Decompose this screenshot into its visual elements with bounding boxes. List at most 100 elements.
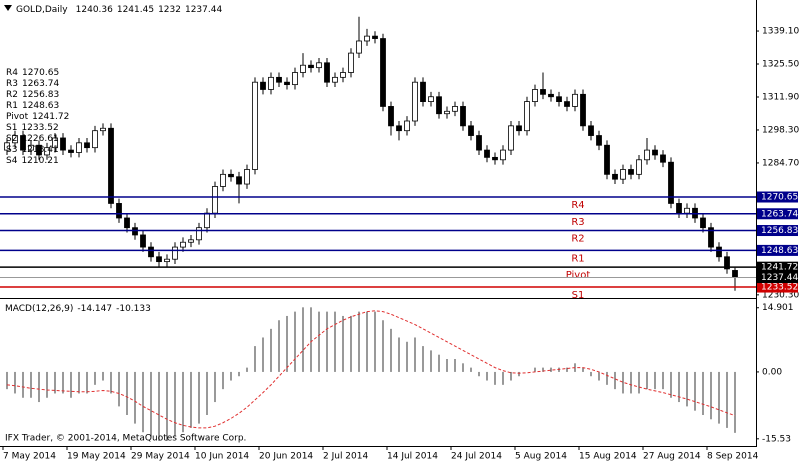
- candle-body: [324, 62, 330, 83]
- candle-body: [540, 89, 546, 95]
- candle-body: [700, 217, 706, 229]
- candle-body: [196, 227, 202, 241]
- legend-value: 1218.41: [21, 145, 58, 155]
- candle-body: [604, 144, 610, 175]
- level-badge: [757, 281, 798, 293]
- level-badge-value: 1233.52: [761, 283, 798, 293]
- legend-name: R1: [6, 101, 18, 111]
- candle-body: [156, 256, 162, 263]
- candle-body: [396, 125, 402, 132]
- candle-body: [684, 207, 690, 214]
- candle-body: [612, 173, 618, 180]
- candle-body: [388, 106, 394, 127]
- level-badge: [757, 261, 798, 273]
- legend-name: S1: [6, 123, 17, 133]
- candle-body: [268, 76, 274, 90]
- candle-body: [372, 35, 378, 39]
- candle-body: [468, 125, 474, 136]
- candle-body: [20, 135, 26, 151]
- candle-body: [164, 258, 170, 263]
- candle-body: [676, 203, 682, 214]
- candle-body: [484, 149, 490, 158]
- level-label: Pivot: [566, 270, 591, 281]
- candle-body: [452, 106, 458, 112]
- candle-body: [44, 147, 50, 156]
- legend-entry: R2 1256.83: [6, 90, 59, 100]
- candle-body: [508, 125, 514, 151]
- candle-body: [492, 156, 498, 161]
- candle-body: [364, 35, 370, 42]
- candle-body: [548, 93, 554, 98]
- candle-body: [332, 76, 338, 83]
- candle-body: [716, 246, 722, 258]
- candle-body: [84, 142, 90, 149]
- candle-body: [212, 186, 218, 214]
- y-tick-label: 1339.10: [762, 27, 799, 37]
- candle-body: [308, 64, 314, 69]
- legend-value: 1263.74: [22, 79, 59, 89]
- candle-body: [316, 62, 322, 69]
- level-badge-value: 1241.72: [761, 263, 798, 273]
- price-badge: [757, 272, 798, 284]
- y-tick-label: 1230.30: [762, 290, 799, 300]
- level-badge: [757, 191, 798, 203]
- header-ohlc: 1240.36: [76, 5, 113, 15]
- level-label: R1: [571, 253, 584, 264]
- candle-body: [340, 72, 346, 78]
- candle-body: [188, 239, 194, 243]
- legend-value: 1210.21: [21, 156, 58, 166]
- collapse-icon[interactable]: [4, 5, 12, 11]
- level-badge-value: 1270.65: [761, 193, 798, 203]
- candle-body: [12, 135, 18, 144]
- legend-name: R2: [6, 90, 18, 100]
- candle-body: [404, 120, 410, 132]
- candle-body: [524, 101, 530, 132]
- x-tick-label: 7 May 2014: [3, 452, 56, 462]
- level-badge-value: 1248.63: [761, 246, 798, 256]
- legend-name: S2: [6, 134, 17, 144]
- price-badge-value: 1237.44: [761, 273, 798, 283]
- candle-body: [36, 144, 42, 156]
- macd-title: MACD(12,26,9): [5, 304, 73, 314]
- candle-body: [4, 142, 10, 151]
- candle-body: [636, 159, 642, 175]
- level-badge-value: 1256.83: [761, 226, 798, 236]
- level-label: R3: [571, 217, 584, 228]
- candle-body: [108, 127, 114, 204]
- candle-body: [620, 169, 626, 180]
- chart-header: GOLD,Daily 1240.36 1241.45 1232 1237.44: [16, 5, 222, 15]
- x-tick-label: 27 Aug 2014: [643, 452, 701, 462]
- y-tick-label: 1298.30: [762, 125, 799, 135]
- candle-body: [580, 93, 586, 127]
- header-ohlc: 1237.44: [185, 5, 222, 15]
- legend-entry: S2 1226.61: [6, 134, 59, 144]
- candle-body: [516, 125, 522, 132]
- candle-body: [244, 169, 250, 185]
- legend-name: Pivot: [6, 112, 29, 122]
- legend-name: S4: [6, 156, 18, 166]
- level-badge-value: 1263.74: [761, 209, 798, 219]
- level-badge: [757, 225, 798, 237]
- level-label: R4: [571, 200, 584, 211]
- candle-body: [132, 227, 138, 236]
- y-tick-label: 14.901: [762, 303, 794, 313]
- candle-body: [116, 203, 122, 219]
- candle-body: [68, 149, 74, 153]
- x-tick-label: 8 Sep 2014: [707, 452, 759, 462]
- legend-name: S3: [6, 145, 17, 155]
- candle-body: [148, 246, 154, 258]
- y-tick-label: 1311.90: [762, 92, 799, 102]
- candle-body: [420, 81, 426, 102]
- signal-value: -10.133: [116, 304, 151, 314]
- candle-body: [724, 256, 730, 270]
- legend-entry: R1 1248.63: [6, 101, 59, 111]
- y-tick-label: -15.53: [762, 434, 791, 444]
- candle-body: [76, 142, 82, 153]
- candle-body: [172, 246, 178, 260]
- legend-entry: S1 1233.52: [6, 123, 59, 133]
- candle-body: [380, 38, 386, 107]
- candle-body: [228, 173, 234, 178]
- level-label: S1: [572, 290, 585, 301]
- candle-body: [596, 135, 602, 146]
